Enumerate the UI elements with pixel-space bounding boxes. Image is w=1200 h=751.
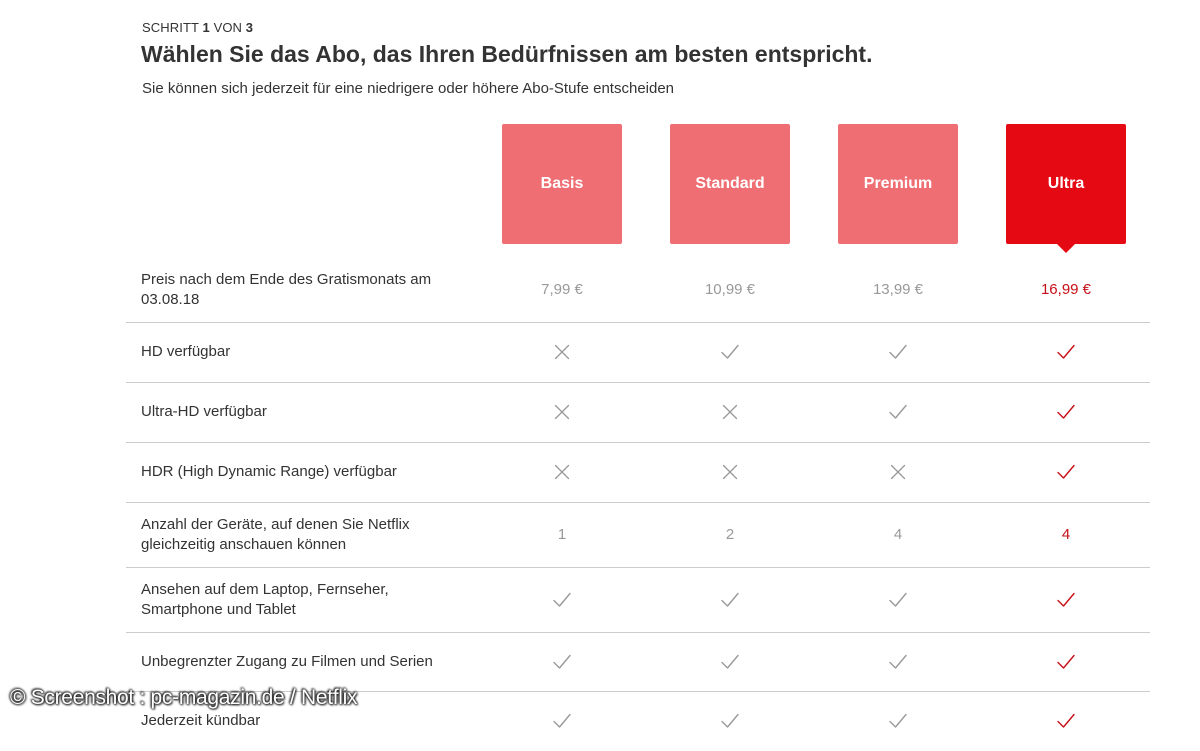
feature-row: HD verfügbar [126, 322, 1150, 383]
feature-label: Unbegrenzter Zugang zu Filmen und Serien [141, 652, 433, 670]
check-icon [838, 402, 958, 422]
plan-ultra-button[interactable]: Ultra [1006, 124, 1126, 253]
check-icon [670, 711, 790, 731]
cross-icon [502, 342, 622, 362]
step-of: VON [213, 20, 243, 35]
page-title: Wählen Sie das Abo, das Ihren Bedürfniss… [141, 41, 873, 67]
check-icon [670, 590, 790, 610]
check-icon [838, 711, 958, 731]
step-prefix: SCHRITT [142, 20, 199, 35]
feature-label: Anzahl der Geräte, auf denen Sie Netflix… [141, 515, 410, 553]
check-icon [838, 652, 958, 672]
check-icon [502, 652, 622, 672]
cross-icon [670, 402, 790, 422]
check-icon [670, 652, 790, 672]
check-icon [502, 590, 622, 610]
step-indicator: SCHRITT 1 VON 3 [142, 20, 253, 35]
plan-label: Ultra [1047, 175, 1085, 192]
cross-icon [502, 462, 622, 482]
check-icon [1006, 652, 1126, 672]
cross-icon [502, 402, 622, 422]
check-icon [838, 590, 958, 610]
plan-label: Premium [863, 175, 933, 192]
cross-icon [670, 462, 790, 482]
feature-value: 7,99 € [541, 281, 583, 298]
plan-label: Basis [540, 175, 584, 192]
feature-value: 10,99 € [704, 281, 756, 298]
feature-label: HDR (High Dynamic Range) verfügbar [141, 463, 397, 480]
feature-value: 13,99 € [872, 281, 924, 298]
plan-basis-button[interactable]: Basis [502, 124, 622, 244]
check-icon [1006, 342, 1126, 362]
check-icon [670, 342, 790, 362]
feature-value: 2 [725, 525, 735, 543]
watermark: © Screenshot : pc-magazin.de / Netflix [10, 686, 358, 709]
feature-row: Preis nach dem Ende des Gratismonats am … [126, 258, 1150, 323]
page-subtitle: Sie können sich jederzeit für eine niedr… [142, 80, 675, 97]
feature-label: Ultra-HD verfügbar [141, 403, 267, 420]
feature-value: 16,99 € [1040, 281, 1092, 298]
feature-value: 4 [1061, 525, 1071, 543]
check-icon [1006, 462, 1126, 482]
feature-label: Ansehen auf dem Laptop, Fernseher, Smart… [141, 580, 389, 618]
feature-value: 1 [557, 525, 567, 543]
step-total: 3 [245, 20, 254, 35]
feature-label: Jederzeit kündbar [141, 712, 261, 729]
feature-row: HDR (High Dynamic Range) verfügbar [126, 442, 1150, 503]
feature-row: Anzahl der Geräte, auf denen Sie Netflix… [126, 502, 1150, 568]
feature-row: Ultra-HD verfügbar [126, 382, 1150, 443]
check-icon [1006, 590, 1126, 610]
feature-row: Ansehen auf dem Laptop, Fernseher, Smart… [126, 567, 1150, 633]
step-current: 1 [202, 20, 210, 35]
check-icon [1006, 402, 1126, 422]
cross-icon [838, 462, 958, 482]
check-icon [1006, 711, 1126, 731]
check-icon [838, 342, 958, 362]
plan-label: Standard [695, 175, 765, 192]
feature-label: HD verfügbar [141, 343, 231, 360]
check-icon [502, 711, 622, 731]
plan-standard-button[interactable]: Standard [670, 124, 790, 244]
plan-premium-button[interactable]: Premium [838, 124, 958, 244]
feature-value: 4 [893, 525, 903, 543]
feature-label: Preis nach dem Ende des Gratismonats am … [141, 271, 432, 308]
feature-row: Unbegrenzter Zugang zu Filmen und Serien [126, 632, 1150, 692]
